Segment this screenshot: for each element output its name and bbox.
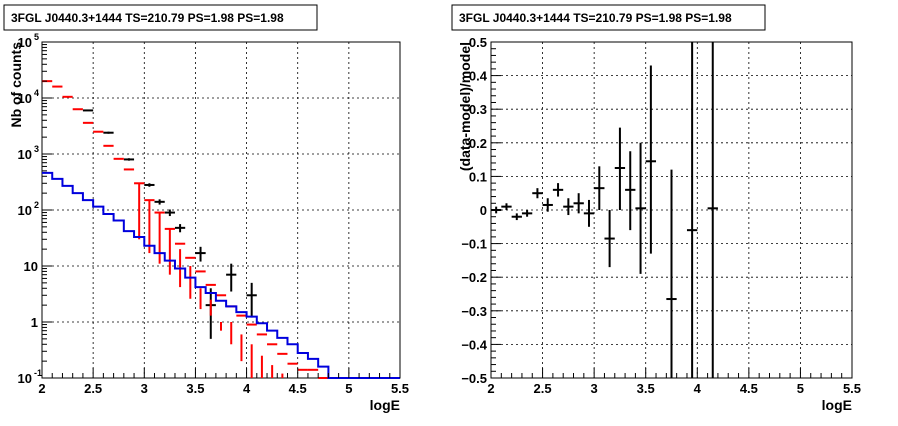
y-tick-label: 0.4 [469,69,488,84]
residuals-point [552,183,564,197]
residuals-point [604,210,615,268]
model-point [246,323,257,378]
chart-title: 3FGL J0440.3+1444 TS=210.79 PS=1.98 PS=1… [11,11,284,25]
x-tick-label: 4 [694,381,702,396]
residuals-point [501,203,512,210]
y-tick-label: 10 [18,147,32,162]
y-axis-label: (data-model)/model [457,42,473,171]
source-step-line [42,171,400,379]
model-point [226,305,237,345]
y-axis-label: Nb of counts [8,42,24,128]
model-point [215,294,227,331]
y-tick-exponent: 5 [34,32,39,42]
data-point [246,282,257,318]
residuals-point [635,142,646,274]
x-tick-label: 5.5 [843,381,861,396]
y-tick-label: 10 [18,35,32,50]
plot-marks [42,80,400,379]
x-tick-label: 5 [345,381,352,396]
residuals-point [645,65,657,254]
x-tick-label: 5.5 [391,381,409,396]
x-tick-label: 3 [591,381,598,396]
residuals-point [511,213,522,221]
x-tick-label: 2.5 [84,381,102,396]
x-tick-label: 3.5 [186,381,204,396]
y-tick-label: −0.5 [461,371,487,386]
y-tick-label: −0.2 [461,270,487,285]
x-axis-label: logE [370,397,400,413]
data-point [226,263,237,292]
data-point [123,158,135,161]
chart-title-box [451,4,766,31]
residuals-point [573,193,584,214]
residuals-point [666,169,677,378]
model-point [277,352,288,378]
x-tick-label: 5 [797,381,804,396]
residuals-point [614,127,626,210]
y-tick-exponent: -1 [34,368,42,378]
y-tick-label: 0.5 [469,35,487,50]
data-point [174,224,186,233]
y-tick-exponent: 2 [34,200,39,210]
chart-title-box [3,4,318,31]
x-tick-label: 2 [38,381,45,396]
y-tick-label: 10 [18,203,32,218]
plot-marks [491,42,718,378]
residuals-point [563,198,574,216]
chart-title: 3FGL J0440.3+1444 TS=210.79 PS=1.98 PS=1… [459,11,732,25]
model-point [134,182,145,240]
y-tick-label: 0.1 [469,169,487,184]
x-tick-label: 4 [243,381,251,396]
model-point [185,256,196,299]
x-axis-label: logE [822,397,852,413]
model-point [154,211,165,264]
x-tick-label: 3 [141,381,148,396]
residuals-point [594,166,605,210]
model-point [174,242,186,288]
residuals-point [521,210,533,217]
y-tick-label: 10 [18,91,32,106]
residuals-point [542,198,553,212]
data-point [154,199,165,205]
x-tick-label: 2.5 [534,381,552,396]
residuals-panel: 2 2.5 3 3.5 4 4.5 5 5.5 −0.5 −0.4 −0.3 −0.2 −0.1 0 0.1… [451,4,861,413]
y-tick-exponent: 4 [34,88,39,98]
grid-lines [42,42,400,378]
data-point [195,246,206,262]
data-point [144,183,155,187]
y-tick-label: 0 [480,203,487,218]
y-tick-label: 1 [31,315,38,330]
y-tick-label: −0.3 [461,304,487,319]
y-tick-exponent: 3 [34,144,39,154]
residuals-point [707,42,718,378]
residuals-point [532,188,543,199]
residuals-point [686,42,698,378]
y-tick-label: 10 [24,259,38,274]
model-point [267,343,278,378]
model-point [195,270,206,310]
y-tick-label: −0.1 [461,237,487,252]
y-tick-label: −0.4 [461,337,487,352]
model-point [144,199,155,254]
y-tick-label: 0.3 [469,102,487,117]
x-tick-label: 2 [487,381,494,396]
model-point [164,227,175,275]
y-tick-label: 0.2 [469,136,487,151]
model-point [256,333,268,378]
data-point [164,209,175,217]
axis-ticks: 2 2.5 3 3.5 4 4.5 5 5.5 −0.5 −0.4 −0.3 −0.2 −0.1 0 0.1… [461,35,861,396]
residuals-point [583,199,595,227]
model-point [205,283,216,316]
x-tick-label: 3.5 [637,381,655,396]
x-tick-label: 4.5 [289,381,307,396]
data-point [103,131,114,134]
residuals-point [625,151,636,231]
y-tick-label: 10 [18,371,32,386]
x-tick-label: 4.5 [740,381,758,396]
model-point [236,314,247,362]
